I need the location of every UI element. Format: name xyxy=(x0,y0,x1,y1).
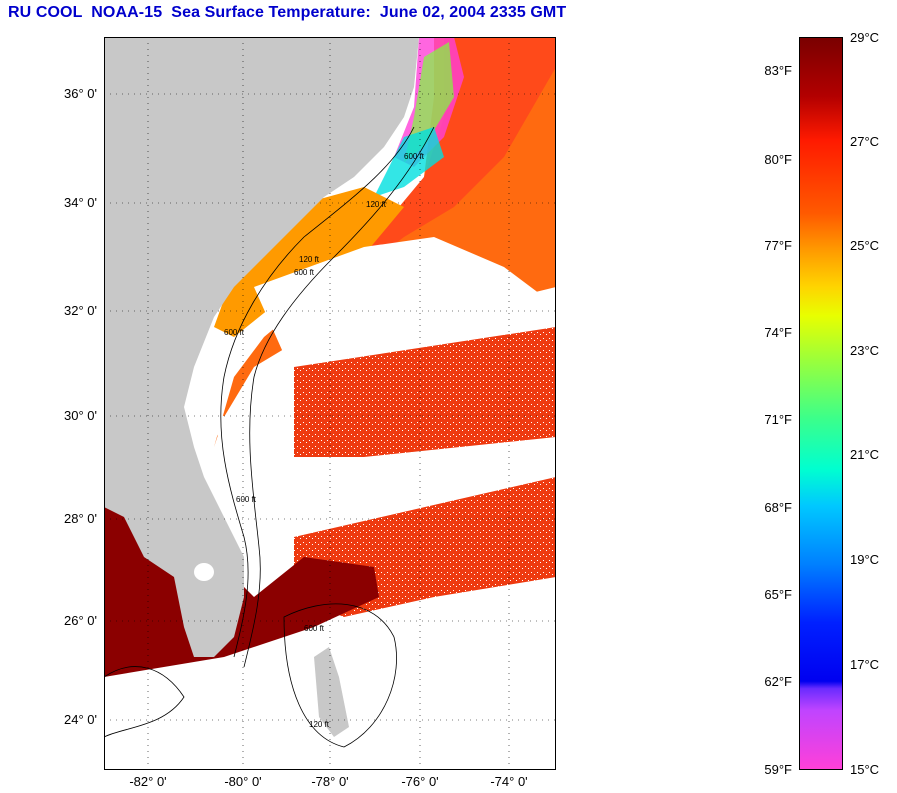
legend-c-label: 15°C xyxy=(850,762,880,777)
legend-c-label: 29°C xyxy=(850,30,880,45)
lat-label-36: 36° 0' xyxy=(64,86,97,101)
contour-label: 120 ft xyxy=(309,720,330,729)
legend-c-label: 27°C xyxy=(850,134,880,149)
contour-label: 120 ft xyxy=(299,255,320,264)
legend-f-label: 74°F xyxy=(764,325,792,340)
graticule xyxy=(104,37,556,770)
sst-north-band xyxy=(334,37,556,297)
lon-label-78: -78° 0' xyxy=(311,774,349,789)
legend-f-label: 77°F xyxy=(764,238,792,253)
lon-label-80: -80° 0' xyxy=(224,774,262,789)
contour-label: 600 ft xyxy=(236,495,257,504)
land-bahamas-1 xyxy=(314,647,349,737)
lon-label-74: -74° 0' xyxy=(490,774,528,789)
contour-label-group: 600 ft 120 ft 600 ft 120 ft 600 ft 600 f… xyxy=(224,152,425,729)
contour-120ft xyxy=(220,126,415,658)
legend-c-label: 19°C xyxy=(850,552,880,567)
contour-label: 600 ft xyxy=(404,152,425,161)
contour-600ft xyxy=(243,126,435,668)
color-scale-bar xyxy=(799,37,843,770)
lon-label-82: -82° 0' xyxy=(129,774,167,789)
legend-f-label: 59°F xyxy=(764,762,792,777)
lat-label-24: 24° 0' xyxy=(64,712,97,727)
legend-c-label: 23°C xyxy=(850,343,880,358)
lat-label-34: 34° 0' xyxy=(64,195,97,210)
map-title: RU COOL NOAA-15 Sea Surface Temperature:… xyxy=(8,4,567,21)
contour-label: 600 ft xyxy=(304,624,325,633)
land-southeast-us xyxy=(104,37,419,657)
legend-f-label: 83°F xyxy=(764,63,792,78)
cool-shelf-water xyxy=(404,42,454,162)
lake-okeechobee xyxy=(194,563,214,581)
temperature-legend xyxy=(799,37,845,770)
cyan-shelf-water xyxy=(374,127,444,197)
lat-label-26: 26° 0' xyxy=(64,613,97,628)
legend-c-label: 21°C xyxy=(850,447,880,462)
legend-c-label: 25°C xyxy=(850,238,880,253)
contour-label: 120 ft xyxy=(366,200,387,209)
legend-f-label: 68°F xyxy=(764,500,792,515)
lat-label-30: 30° 0' xyxy=(64,408,97,423)
sst-map: 600 ft 120 ft 600 ft 120 ft 600 ft 600 f… xyxy=(104,37,556,770)
sst-mid-band xyxy=(294,327,556,457)
legend-f-label: 62°F xyxy=(764,674,792,689)
legend-c-label: 17°C xyxy=(850,657,880,672)
contour-label: 600 ft xyxy=(224,328,245,337)
legend-f-label: 71°F xyxy=(764,412,792,427)
lat-label-32: 32° 0' xyxy=(64,303,97,318)
lon-label-76: -76° 0' xyxy=(401,774,439,789)
contour-bahamas xyxy=(283,603,397,748)
contour-label: 600 ft xyxy=(294,268,315,277)
legend-f-label: 80°F xyxy=(764,152,792,167)
legend-f-label: 65°F xyxy=(764,587,792,602)
contour-southwest xyxy=(104,666,185,738)
lat-label-28: 28° 0' xyxy=(64,511,97,526)
